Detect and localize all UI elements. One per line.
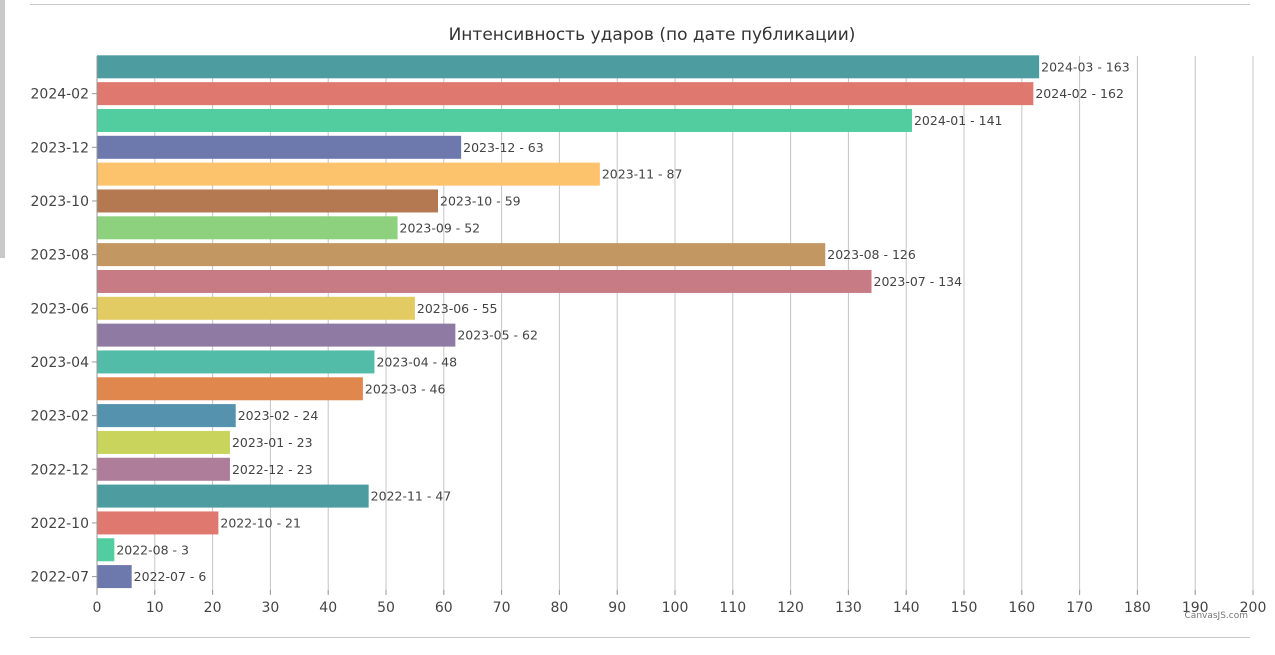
data-label-2022-12: 2022-12 - 23	[232, 462, 313, 477]
bar-2024-02[interactable]	[97, 82, 1034, 106]
y-tick-label: 2023-06	[31, 301, 90, 317]
x-tick-label: 150	[951, 600, 978, 616]
x-tick-label: 190	[1182, 600, 1209, 616]
data-label-2023-05: 2023-05 - 62	[457, 328, 538, 343]
x-tick-label: 70	[493, 600, 511, 616]
x-tick-label: 90	[608, 600, 626, 616]
y-tick-label: 2023-10	[31, 194, 90, 210]
x-tick-label: 10	[146, 600, 164, 616]
bar-2022-10[interactable]	[97, 511, 219, 535]
y-tick-label: 2024-02	[31, 87, 90, 103]
data-label-2022-11: 2022-11 - 47	[371, 489, 452, 504]
x-tick-label: 0	[93, 600, 102, 616]
bar-2023-05[interactable]	[97, 323, 456, 347]
bar-2022-08[interactable]	[97, 538, 115, 562]
y-tick-label: 2023-12	[31, 140, 90, 156]
y-tick-label: 2023-04	[31, 355, 90, 371]
bar-2023-11[interactable]	[97, 162, 600, 186]
bar-2023-07[interactable]	[97, 269, 872, 293]
bar-2023-06[interactable]	[97, 296, 415, 320]
data-label-2023-08: 2023-08 - 126	[827, 247, 916, 262]
x-tick-label: 20	[204, 600, 222, 616]
bar-2023-01[interactable]	[97, 430, 230, 454]
x-tick-label: 180	[1124, 600, 1151, 616]
x-tick-label: 80	[550, 600, 568, 616]
bar-2023-04[interactable]	[97, 350, 375, 374]
data-label-2023-12: 2023-12 - 63	[463, 140, 544, 155]
x-tick-label: 200	[1240, 600, 1267, 616]
bar-2023-08[interactable]	[97, 243, 826, 267]
y-tick-label: 2023-08	[31, 248, 90, 264]
x-tick-label: 50	[377, 600, 395, 616]
data-labels: 2022-07 - 6 2022-08 - 3 2022-10 - 21 2022-1…	[116, 59, 1129, 584]
page-scroll-edge	[0, 0, 5, 258]
data-label-2023-10: 2023-10 - 59	[440, 193, 521, 208]
data-label-2022-10: 2022-10 - 21	[220, 515, 301, 530]
bar-2024-01[interactable]	[97, 108, 912, 132]
x-tick-label: 120	[777, 600, 804, 616]
bars	[97, 55, 1040, 589]
data-label-2024-03: 2024-03 - 163	[1041, 59, 1130, 74]
canvasjs-credit[interactable]: CanvasJS.com	[1185, 611, 1248, 621]
bar-2023-02[interactable]	[97, 404, 236, 428]
y-tick-label: 2022-07	[31, 570, 90, 586]
bar-2023-10[interactable]	[97, 189, 439, 213]
bar-2023-12[interactable]	[97, 135, 462, 159]
data-label-2023-06: 2023-06 - 55	[417, 301, 498, 316]
top-divider	[30, 4, 1250, 5]
x-tick-label: 170	[1066, 600, 1093, 616]
data-label-2023-07: 2023-07 - 134	[874, 274, 963, 289]
y-tick-label: 2022-12	[31, 462, 90, 478]
x-tick-label: 60	[435, 600, 453, 616]
data-label-2023-09: 2023-09 - 52	[400, 220, 481, 235]
bar-2023-09[interactable]	[97, 216, 398, 240]
data-label-2024-02: 2024-02 - 162	[1035, 86, 1124, 101]
bar-2022-11[interactable]	[97, 484, 369, 508]
data-label-2023-04: 2023-04 - 48	[376, 354, 457, 369]
x-tick-label: 40	[319, 600, 337, 616]
data-label-2023-03: 2023-03 - 46	[365, 381, 446, 396]
data-label-2022-08: 2022-08 - 3	[116, 542, 189, 557]
data-label-2022-07: 2022-07 - 6	[134, 569, 207, 584]
data-label-2024-01: 2024-01 - 141	[914, 113, 1003, 128]
x-tick-label: 100	[662, 600, 689, 616]
bar-2022-12[interactable]	[97, 457, 230, 481]
data-label-2023-02: 2023-02 - 24	[238, 408, 319, 423]
x-tick-label: 110	[719, 600, 746, 616]
data-label-2023-11: 2023-11 - 87	[602, 167, 683, 182]
bar-2024-03[interactable]	[97, 55, 1040, 79]
x-tick-label: 140	[893, 600, 920, 616]
y-tick-label: 2022-10	[31, 516, 90, 532]
x-tick-label: 130	[835, 600, 862, 616]
chart-title: Интенсивность ударов (по дате публикации…	[449, 25, 856, 45]
bar-2023-03[interactable]	[97, 377, 363, 401]
y-tick-label: 2023-02	[31, 409, 90, 425]
x-axis-ticks: 0 10 20 30 40 50 60 70 80 90 100 110 120 130 140 150 160…	[93, 590, 1267, 616]
bar-2022-07[interactable]	[97, 565, 132, 589]
y-axis-ticks: 2022-07 2022-10 2022-12 2023-02 2023-04 2023-…	[31, 87, 97, 586]
bottom-divider	[30, 637, 1250, 638]
x-tick-label: 160	[1008, 600, 1035, 616]
x-tick-label: 30	[261, 600, 279, 616]
data-label-2023-01: 2023-01 - 23	[232, 435, 313, 450]
